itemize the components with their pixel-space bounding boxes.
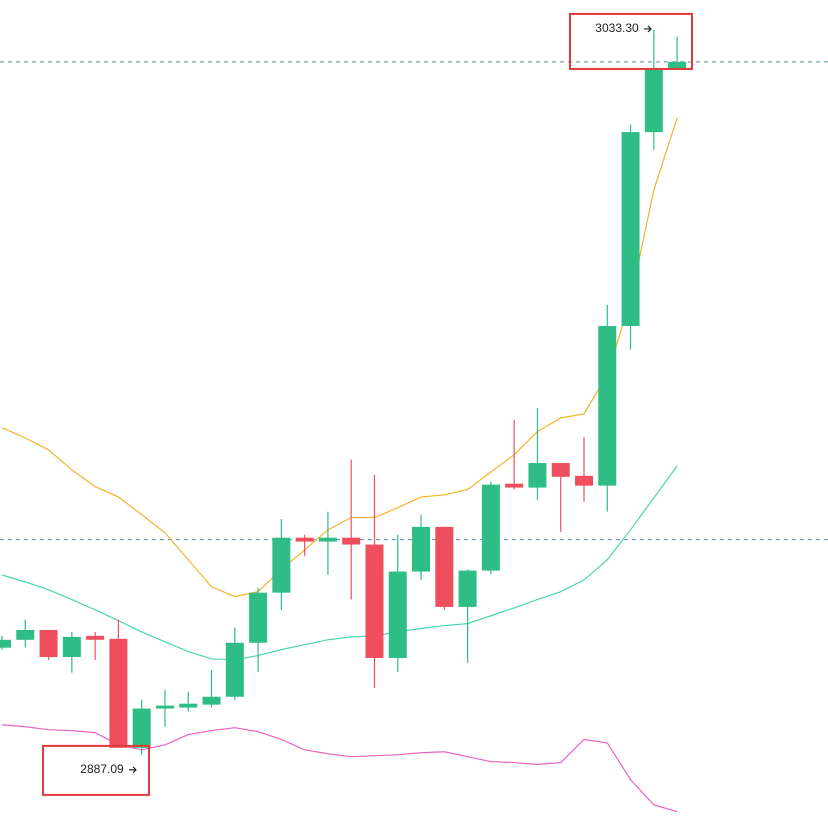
candle-body (249, 592, 268, 643)
candle-body (86, 635, 105, 640)
candle-body (0, 639, 11, 648)
candle-body (458, 570, 477, 607)
candle-body (155, 705, 174, 709)
candle-body (505, 483, 524, 488)
annotation-box (42, 744, 150, 796)
candle-body (412, 526, 431, 572)
candle-body (644, 68, 663, 133)
annotation-box (569, 12, 693, 70)
candle-body (202, 696, 221, 705)
candle-body (272, 537, 291, 593)
candle-body (16, 629, 35, 640)
annotation-arrow (644, 25, 652, 33)
candle-body (342, 537, 361, 545)
candle-body (598, 326, 617, 486)
candle-body (179, 703, 198, 708)
candle-body (388, 571, 407, 658)
candle-body (318, 537, 337, 542)
average-line (1, 465, 678, 661)
average-line (1, 117, 678, 598)
annotation-arrow (129, 766, 137, 774)
annotation-label: 3033.30 (595, 21, 639, 35)
candle-body (39, 629, 58, 657)
candle-body (225, 642, 244, 697)
candle-body (668, 61, 687, 70)
candle-body (575, 475, 593, 486)
candle-body (109, 638, 128, 748)
candle-body (435, 526, 454, 607)
candle-body (295, 537, 314, 542)
candle-body (481, 484, 500, 571)
candle-body (132, 708, 151, 748)
candle-body (365, 544, 384, 658)
candle-body (551, 463, 570, 477)
candle-body (621, 132, 640, 327)
candle-body (62, 636, 81, 657)
annotation-label: 2887.09 (80, 762, 124, 776)
candle-body (528, 463, 547, 488)
